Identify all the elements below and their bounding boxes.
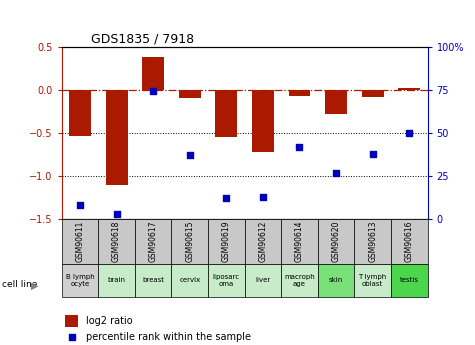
Text: skin: skin bbox=[329, 277, 343, 283]
Text: GSM90614: GSM90614 bbox=[295, 221, 304, 262]
Text: log2 ratio: log2 ratio bbox=[86, 316, 132, 326]
Bar bbox=[135, 219, 171, 264]
Text: GSM90616: GSM90616 bbox=[405, 221, 414, 262]
Text: brain: brain bbox=[108, 277, 125, 283]
Point bbox=[113, 211, 121, 217]
Bar bbox=[98, 219, 135, 264]
Bar bbox=[391, 264, 428, 297]
Bar bbox=[354, 264, 391, 297]
Text: GDS1835 / 7918: GDS1835 / 7918 bbox=[91, 32, 194, 46]
Bar bbox=[105, 90, 128, 185]
Bar bbox=[171, 264, 208, 297]
Bar bbox=[354, 219, 391, 264]
Bar bbox=[288, 90, 311, 96]
Bar bbox=[215, 90, 238, 137]
Text: GSM90612: GSM90612 bbox=[258, 221, 267, 262]
Point bbox=[332, 170, 340, 175]
Text: macroph
age: macroph age bbox=[284, 274, 315, 287]
Bar bbox=[318, 219, 354, 264]
Point bbox=[76, 203, 84, 208]
Bar bbox=[252, 90, 274, 152]
Point bbox=[222, 196, 230, 201]
Bar bbox=[245, 219, 281, 264]
Bar bbox=[98, 264, 135, 297]
Text: liposarc
oma: liposarc oma bbox=[213, 274, 240, 287]
Bar bbox=[69, 90, 91, 136]
Bar bbox=[66, 315, 78, 327]
Text: ▶: ▶ bbox=[31, 280, 38, 290]
Bar bbox=[179, 90, 201, 98]
Bar bbox=[325, 90, 347, 114]
Text: T lymph
oblast: T lymph oblast bbox=[359, 274, 387, 287]
Point bbox=[68, 335, 76, 340]
Text: cell line: cell line bbox=[2, 280, 38, 289]
Point bbox=[149, 89, 157, 94]
Text: GSM90613: GSM90613 bbox=[368, 221, 377, 262]
Text: GSM90619: GSM90619 bbox=[222, 221, 231, 262]
Bar bbox=[62, 264, 98, 297]
Bar bbox=[208, 219, 245, 264]
Text: liver: liver bbox=[255, 277, 271, 283]
Bar bbox=[142, 57, 164, 90]
Bar bbox=[208, 264, 245, 297]
Text: GSM90617: GSM90617 bbox=[149, 221, 158, 262]
Text: B lymph
ocyte: B lymph ocyte bbox=[66, 274, 95, 287]
Text: GSM90611: GSM90611 bbox=[76, 221, 85, 262]
Bar bbox=[398, 88, 420, 90]
Bar bbox=[361, 90, 384, 97]
Text: GSM90618: GSM90618 bbox=[112, 221, 121, 262]
Bar bbox=[281, 219, 318, 264]
Bar bbox=[245, 264, 281, 297]
Bar bbox=[62, 219, 98, 264]
Point bbox=[295, 144, 304, 149]
Bar bbox=[135, 264, 171, 297]
Point bbox=[405, 130, 413, 136]
Point bbox=[259, 194, 267, 199]
Bar bbox=[281, 264, 318, 297]
Bar bbox=[391, 219, 428, 264]
Point bbox=[369, 151, 377, 156]
Point bbox=[186, 152, 194, 158]
Bar bbox=[171, 219, 208, 264]
Text: GSM90615: GSM90615 bbox=[185, 221, 194, 262]
Text: GSM90620: GSM90620 bbox=[332, 221, 341, 262]
Text: testis: testis bbox=[399, 277, 419, 283]
Bar bbox=[318, 264, 354, 297]
Text: percentile rank within the sample: percentile rank within the sample bbox=[86, 333, 250, 342]
Text: breast: breast bbox=[142, 277, 164, 283]
Text: cervix: cervix bbox=[179, 277, 200, 283]
